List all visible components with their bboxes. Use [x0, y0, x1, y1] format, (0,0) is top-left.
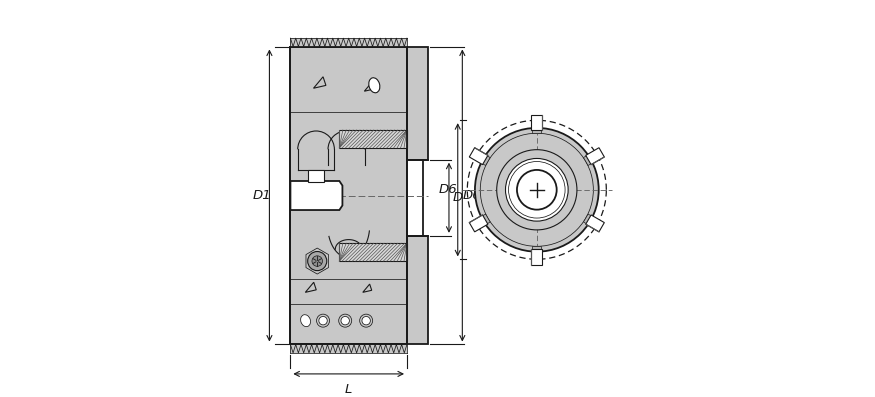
Ellipse shape — [301, 315, 311, 327]
Circle shape — [475, 128, 599, 252]
Polygon shape — [585, 215, 605, 232]
Polygon shape — [313, 77, 326, 88]
Polygon shape — [363, 284, 372, 292]
Circle shape — [312, 256, 323, 266]
Circle shape — [308, 252, 326, 271]
Polygon shape — [290, 38, 407, 46]
Polygon shape — [290, 345, 407, 353]
Circle shape — [497, 150, 577, 230]
Polygon shape — [290, 46, 407, 345]
Circle shape — [362, 316, 370, 325]
Text: L: L — [345, 384, 353, 397]
Text: D: D — [452, 191, 463, 204]
Polygon shape — [481, 155, 490, 166]
Polygon shape — [308, 170, 325, 182]
Polygon shape — [364, 82, 374, 91]
Polygon shape — [531, 249, 542, 265]
Polygon shape — [469, 148, 488, 165]
Circle shape — [341, 316, 349, 325]
Polygon shape — [469, 215, 488, 232]
Polygon shape — [407, 236, 428, 345]
Circle shape — [508, 162, 565, 218]
Polygon shape — [584, 155, 592, 166]
Polygon shape — [585, 148, 605, 165]
Text: D6: D6 — [462, 189, 480, 202]
Polygon shape — [532, 128, 542, 133]
Polygon shape — [340, 130, 407, 148]
Polygon shape — [407, 46, 428, 160]
Polygon shape — [481, 214, 490, 225]
Text: D6: D6 — [439, 183, 458, 196]
Polygon shape — [340, 243, 407, 261]
Polygon shape — [407, 160, 423, 236]
Circle shape — [318, 316, 327, 325]
Circle shape — [517, 170, 556, 210]
Circle shape — [506, 158, 568, 221]
Ellipse shape — [368, 78, 380, 93]
Polygon shape — [531, 115, 542, 130]
Text: D1: D1 — [253, 189, 271, 202]
Polygon shape — [290, 181, 342, 210]
Polygon shape — [532, 246, 542, 252]
Polygon shape — [584, 214, 592, 225]
Polygon shape — [305, 282, 316, 292]
